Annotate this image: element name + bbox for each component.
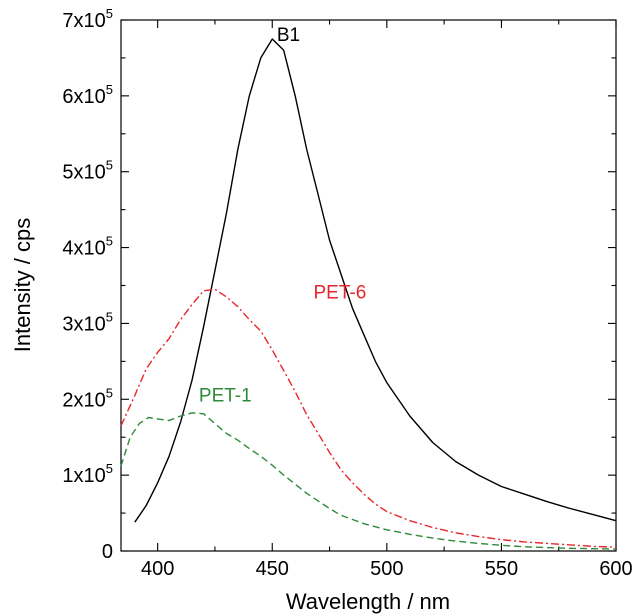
y-tick-label: 1x105: [62, 461, 113, 487]
y-tick-label: 2x105: [62, 385, 113, 411]
x-tick-label: 500: [370, 558, 403, 580]
plot-frame: [120, 19, 617, 552]
x-tick-labels: 400 450 500 550 600: [141, 558, 633, 580]
series-line-pet-6: [120, 288, 617, 548]
x-axis-title: Wavelength / nm: [286, 589, 450, 614]
x-tick-label: 400: [141, 558, 174, 580]
series-label-pet-1: PET-1: [199, 386, 252, 407]
series-line-b1: [134, 38, 617, 523]
series-labels: B1 PET-6 PET-1: [199, 25, 366, 406]
y-tick-label: 4x105: [62, 234, 113, 260]
y-tick-label: 3x105: [62, 309, 113, 335]
x-tick-label: 600: [599, 558, 632, 580]
y-tick-label: 7x105: [62, 6, 113, 32]
x-tick-label: 450: [256, 558, 289, 580]
x-tick-label: 550: [485, 558, 518, 580]
y-tick-label: 6x105: [62, 82, 113, 108]
series-lines: [120, 38, 617, 550]
y-tick-labels: 0 1x105 2x105 3x105 4x105 5x105 6x105 7x105: [62, 6, 113, 563]
y-tick-label: 0: [102, 541, 113, 563]
series-label-pet-6: PET-6: [314, 282, 367, 303]
series-label-b1: B1: [277, 25, 300, 46]
y-tick-label: 5x105: [62, 158, 113, 184]
axis-ticks: [121, 19, 617, 552]
y-axis-title: Intensity / cps: [10, 218, 35, 353]
series-line-pet-1: [120, 412, 617, 550]
